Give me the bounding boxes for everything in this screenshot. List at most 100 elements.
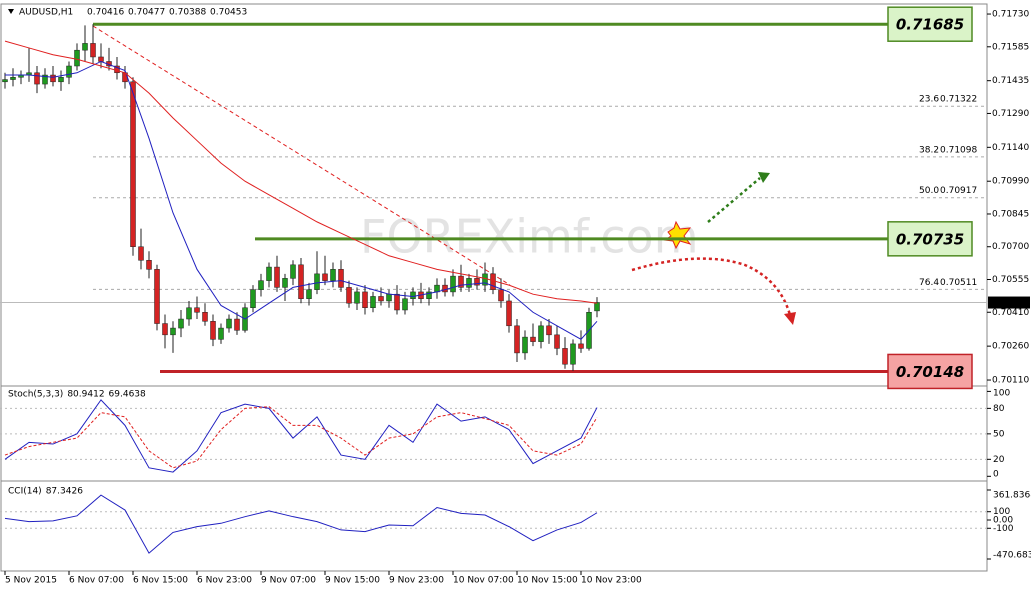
arrow-up	[707, 177, 761, 223]
indicator-line	[4, 399, 598, 473]
candle-body	[426, 291, 432, 299]
candle-body	[402, 298, 408, 311]
candle-body	[530, 336, 536, 342]
indicator-title: Stoch(5,3,3)	[8, 390, 63, 400]
x-tick-label: 6 Nov 15:00	[133, 576, 188, 586]
arrow-down	[631, 257, 792, 316]
level-box	[887, 6, 973, 42]
candle-body	[194, 307, 200, 313]
candle-body	[578, 343, 584, 349]
candle-body	[66, 65, 72, 78]
x-tick-label: 6 Nov 07:00	[69, 576, 124, 586]
y-tick-label: 0.71140	[992, 143, 1029, 153]
y-tick-label: 20	[993, 455, 1005, 465]
candle-body	[562, 348, 568, 365]
x-tick-label: 9 Nov 23:00	[389, 576, 444, 586]
y-tick-label: 0	[993, 470, 999, 480]
y-tick-label: 0.70260	[992, 342, 1029, 352]
indicator-value: 80.9412	[67, 390, 104, 400]
candle-body	[594, 302, 600, 312]
candle-body	[186, 307, 192, 320]
candle-body	[10, 77, 16, 80]
candle-body	[234, 318, 240, 331]
y-tick-label: 80	[993, 404, 1005, 414]
y-tick-label: 0.00	[993, 515, 1013, 525]
symbol: AUDUSD,H1	[19, 8, 73, 18]
candle-body	[162, 323, 168, 336]
candle-body	[338, 269, 344, 288]
candle-body	[346, 287, 352, 304]
fib-ratio: 50.0	[919, 186, 939, 196]
candle-body	[282, 278, 288, 288]
candle-body	[330, 269, 336, 281]
candle-body	[490, 273, 496, 290]
candle-body	[74, 49, 80, 67]
candle-body	[58, 77, 64, 83]
y-tick-label: 0.70990	[992, 177, 1029, 187]
indicator-value: 87.3426	[46, 487, 83, 497]
indicator-line	[4, 40, 598, 304]
y-tick-label: -470.6834	[993, 551, 1031, 561]
candle-body	[354, 291, 360, 304]
candle-body	[34, 72, 40, 85]
candle-body	[514, 325, 520, 354]
fib-ratio: 23.6	[919, 95, 939, 105]
level-label: 0.70735	[896, 230, 964, 248]
y-tick-label: 100	[993, 507, 1010, 517]
x-tick-label: 10 Nov 15:00	[517, 576, 578, 586]
level-label: 0.71685	[896, 16, 964, 34]
fib-value: 0.70511	[940, 278, 977, 288]
arrow-head	[758, 172, 770, 183]
candle-body	[306, 289, 312, 299]
y-tick-label: 0.70555	[992, 275, 1029, 285]
level-box	[887, 353, 973, 390]
y-tick-label: -100	[993, 524, 1014, 534]
candle-body	[506, 300, 512, 327]
trend-line	[92, 25, 511, 286]
candle-body	[170, 327, 176, 336]
level-box	[887, 221, 973, 257]
last-price-box	[988, 296, 1030, 309]
y-tick-label: 50	[993, 429, 1005, 439]
candle-body	[394, 293, 400, 311]
candle-body	[442, 284, 448, 293]
candle-body	[522, 336, 528, 354]
candle-body	[178, 318, 184, 329]
indicator-line	[4, 494, 598, 554]
candle-body	[266, 266, 272, 281]
fib-value: 0.71098	[940, 145, 977, 155]
candle-body	[410, 291, 416, 299]
indicator-line	[5, 60, 598, 340]
x-tick-label: 9 Nov 15:00	[325, 576, 380, 586]
candle-body	[434, 284, 440, 293]
fib-ratio: 76.4	[919, 278, 939, 288]
fib-value: 0.71322	[940, 95, 977, 105]
candle-body	[2, 79, 8, 83]
frame	[0, 3, 988, 572]
last-price-label: 0.70453	[991, 298, 1028, 308]
x-tick-label: 9 Nov 07:00	[261, 576, 316, 586]
candle-body	[50, 74, 56, 83]
candle-body	[82, 43, 88, 51]
candle-body	[154, 269, 160, 324]
candle-body	[450, 275, 456, 293]
candle-body	[298, 264, 304, 299]
indicator-line	[4, 406, 598, 469]
y-tick-label: 361.8368	[993, 491, 1031, 501]
candle-body	[378, 296, 384, 302]
candle-body	[322, 273, 328, 281]
x-tick-label: 6 Nov 23:00	[197, 576, 252, 586]
candle-body	[290, 264, 296, 279]
x-tick-label: 5 Nov 2015	[5, 576, 57, 586]
candle-body	[362, 291, 368, 308]
y-tick-label: 0.70110	[992, 376, 1029, 386]
candle-body	[258, 280, 264, 290]
candle-body	[226, 318, 232, 329]
ohlc-value: 0.70477	[128, 8, 165, 18]
watermark: FOREXimf.com	[360, 210, 699, 264]
candle-body	[386, 293, 392, 302]
candle-body	[314, 273, 320, 290]
x-tick-label: 10 Nov 23:00	[581, 576, 642, 586]
